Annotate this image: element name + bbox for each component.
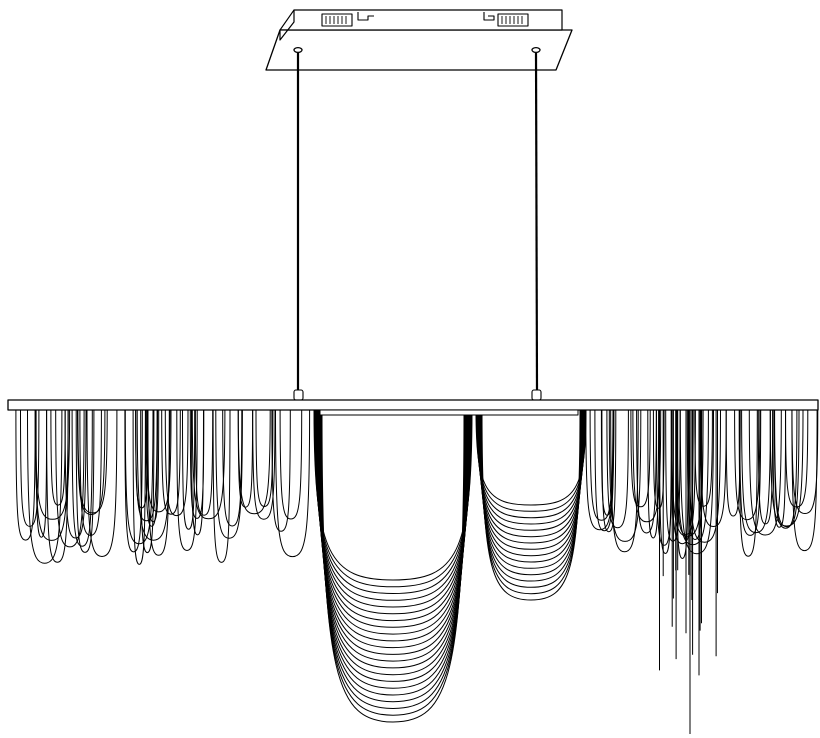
- junction-box-left: [321, 13, 353, 27]
- canopy-screw-left: [293, 46, 303, 54]
- chain-loop-left: [146, 409, 160, 523]
- chain-loop-left: [237, 409, 271, 515]
- chain-loop-left: [191, 409, 226, 520]
- chain-loop-left: [176, 409, 198, 551]
- chain-loop-center-large: [321, 409, 465, 716]
- chain-loop-center-large: [316, 409, 470, 642]
- chain-loop-right: [725, 409, 741, 517]
- chain-loop-center-large: [315, 409, 471, 608]
- chain-loop-left: [86, 409, 118, 557]
- chain-loop-center-large: [314, 409, 472, 601]
- chain-loop-left: [182, 409, 196, 530]
- chain-loops: [15, 409, 819, 734]
- chain-loop-right: [608, 409, 642, 542]
- canopy-plate: [265, 29, 573, 71]
- chain-loop-center-large: [317, 409, 469, 649]
- chain-loop-left: [20, 409, 40, 527]
- chain-loop-right: [656, 409, 673, 546]
- chain-loop-right: [748, 409, 782, 536]
- chain-loop-right: [606, 409, 629, 529]
- chain-loop-right: [694, 409, 713, 507]
- chain-loop-center-small: [481, 409, 581, 595]
- rod-ferrule-right: [531, 389, 542, 401]
- chain-loop-left: [15, 409, 36, 541]
- chain-loop-left: [64, 409, 87, 539]
- chandelier-bar: [7, 399, 819, 416]
- chain-loop-right: [594, 409, 615, 532]
- chain-loop-right: [589, 409, 614, 521]
- chain-loop-left: [35, 409, 48, 538]
- chain-loop-center-small: [480, 409, 582, 588]
- chain-loop-right: [601, 409, 617, 533]
- chain-loop-center-small: [475, 409, 587, 506]
- chain-loop-center-small: [479, 409, 583, 569]
- chain-loop-center-small: [481, 409, 581, 601]
- chain-loop-left: [124, 409, 154, 545]
- chain-loop-left: [136, 409, 171, 541]
- chain-loop-center-large: [315, 409, 471, 622]
- canopy-housing-edge: [279, 9, 295, 31]
- chain-loop-right: [769, 409, 804, 527]
- chain-loop-right: [774, 409, 800, 528]
- chain-loop-center-small: [475, 409, 587, 512]
- chain-loop-right: [738, 409, 758, 557]
- chain-loop-right: [652, 409, 665, 509]
- rod-ferrule-left: [293, 389, 304, 401]
- chain-loop-right: [679, 409, 714, 555]
- chain-loop-center-large: [317, 409, 469, 655]
- suspension-rods: [293, 52, 542, 401]
- chain-loop-left: [215, 409, 243, 539]
- chain-loop-left: [194, 409, 214, 516]
- chain-loop-center-large: [321, 409, 465, 723]
- chain-loop-right: [739, 409, 762, 536]
- chain-loop-left: [50, 409, 66, 506]
- ceiling-canopy: [265, 9, 573, 71]
- chain-loop-right: [772, 409, 787, 528]
- chain-loop-left: [55, 409, 85, 548]
- canopy-screw-right: [531, 46, 541, 54]
- chain-loop-left: [252, 409, 276, 520]
- chain-loop-left: [135, 409, 158, 522]
- chain-loop-right: [630, 409, 651, 508]
- chain-loop-left: [271, 409, 291, 532]
- chain-loop-left: [140, 409, 155, 554]
- chain-loop-left: [75, 409, 95, 553]
- junction-box-right: [497, 13, 529, 27]
- chain-loop-center-large: [315, 409, 471, 615]
- chain-loop-left: [124, 409, 143, 553]
- chain-loop-right: [757, 409, 774, 525]
- mounting-hook-right: [483, 12, 495, 21]
- chain-loop-left: [164, 409, 189, 517]
- chain-loop-left: [275, 409, 311, 558]
- chain-loop-center-large: [320, 409, 466, 709]
- suspension-rod-right: [534, 52, 539, 391]
- chain-loop-left: [279, 409, 303, 520]
- chain-loop-center-small: [476, 409, 586, 519]
- chain-loop-left: [71, 409, 93, 547]
- chain-loop-center-large: [314, 409, 472, 594]
- chain-loop-center-large: [316, 409, 470, 628]
- chain-loop-right: [686, 409, 704, 540]
- chain-loop-left: [145, 409, 158, 527]
- chain-loop-right: [791, 409, 818, 552]
- chain-loop-right: [791, 409, 819, 514]
- chain-loop-left: [212, 409, 231, 563]
- chain-loop-center-large: [313, 409, 473, 588]
- mounting-hook-left: [357, 12, 374, 21]
- chain-loop-center-small: [479, 409, 583, 576]
- chandelier-bar-body: [7, 399, 819, 411]
- chain-loop-right: [741, 409, 771, 534]
- chain-loop-center-large: [313, 409, 473, 581]
- chain-loop-center-small: [479, 409, 583, 563]
- chain-loop-left: [132, 409, 146, 565]
- chain-loop-left: [46, 409, 69, 563]
- chain-loop-left: [237, 409, 254, 508]
- chain-loop-left: [189, 409, 205, 519]
- center-inner-bar: [319, 409, 579, 416]
- chain-loop-left: [161, 409, 181, 515]
